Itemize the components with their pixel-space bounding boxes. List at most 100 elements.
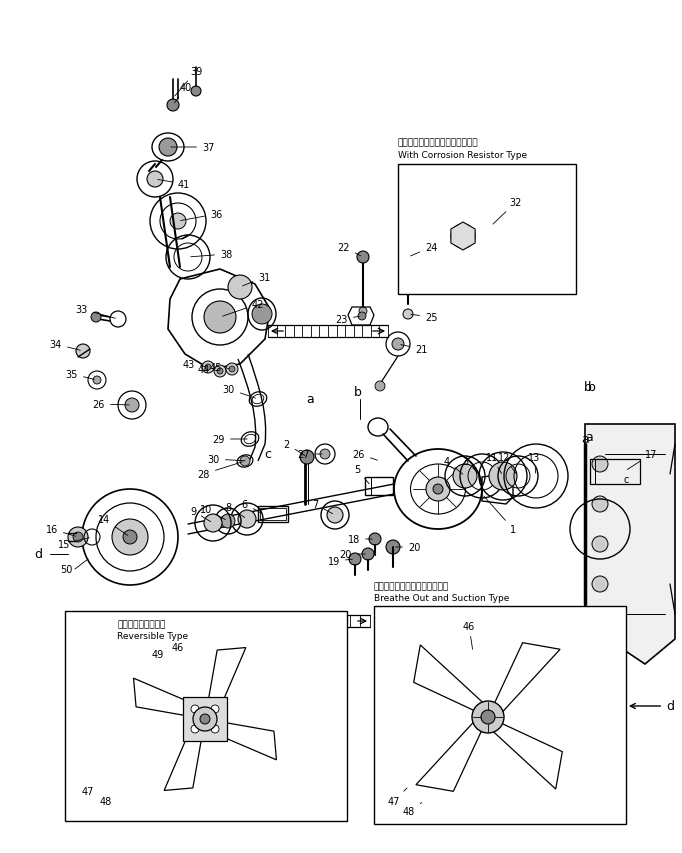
Circle shape <box>489 462 517 490</box>
Text: 38: 38 <box>191 250 233 259</box>
Text: 42: 42 <box>222 299 265 316</box>
Circle shape <box>147 171 163 188</box>
Text: c: c <box>623 474 629 485</box>
Text: 35: 35 <box>65 369 94 380</box>
Text: 43: 43 <box>183 360 205 369</box>
Circle shape <box>191 87 201 97</box>
Text: c: c <box>265 448 271 461</box>
Circle shape <box>362 548 374 560</box>
Text: 48: 48 <box>403 803 421 816</box>
Circle shape <box>327 508 343 524</box>
Text: 13: 13 <box>528 452 540 473</box>
Text: 20: 20 <box>396 543 420 553</box>
Circle shape <box>472 701 504 733</box>
Text: With Corrosion Resistor Type: With Corrosion Resistor Type <box>398 151 527 160</box>
Circle shape <box>204 302 236 334</box>
Circle shape <box>252 305 272 325</box>
Circle shape <box>170 214 186 229</box>
Circle shape <box>68 527 88 548</box>
Circle shape <box>451 224 475 249</box>
Circle shape <box>73 532 83 543</box>
Text: 41: 41 <box>158 180 190 189</box>
Text: 18: 18 <box>348 534 372 544</box>
Text: 15: 15 <box>57 538 89 549</box>
Circle shape <box>211 725 219 733</box>
Text: 10: 10 <box>200 504 226 520</box>
Text: a: a <box>306 393 314 406</box>
Circle shape <box>91 313 101 322</box>
Circle shape <box>76 345 90 358</box>
Text: 45: 45 <box>209 363 229 373</box>
Circle shape <box>125 398 139 413</box>
Text: リバーシブルタイプ: リバーシブルタイプ <box>117 619 165 629</box>
Text: 4: 4 <box>444 456 463 474</box>
Text: d: d <box>630 699 674 712</box>
Text: 29: 29 <box>213 434 247 444</box>
Text: 3: 3 <box>462 456 480 474</box>
Text: 25: 25 <box>411 313 437 322</box>
Bar <box>260 508 286 520</box>
Circle shape <box>211 705 219 713</box>
Text: 21: 21 <box>401 345 428 355</box>
Text: 46: 46 <box>463 621 475 649</box>
Text: 37: 37 <box>170 142 214 153</box>
Text: 27: 27 <box>297 450 322 460</box>
Text: 2: 2 <box>284 439 305 456</box>
Text: 6: 6 <box>242 499 261 513</box>
Text: 9: 9 <box>190 507 211 522</box>
Text: b: b <box>584 381 592 394</box>
Circle shape <box>359 308 367 316</box>
Text: 47: 47 <box>388 788 407 806</box>
Circle shape <box>238 510 256 528</box>
Text: Breathe Out and Suction Type: Breathe Out and Suction Type <box>374 594 509 602</box>
Circle shape <box>592 577 608 592</box>
Circle shape <box>191 705 199 713</box>
Circle shape <box>300 450 314 464</box>
Text: 16: 16 <box>46 525 75 537</box>
Circle shape <box>217 368 223 374</box>
Polygon shape <box>585 425 675 664</box>
Text: 44: 44 <box>198 364 218 374</box>
Bar <box>590 460 640 485</box>
Circle shape <box>221 514 235 528</box>
Circle shape <box>369 533 381 545</box>
Text: 31: 31 <box>243 273 270 287</box>
Text: 46: 46 <box>172 642 184 653</box>
Circle shape <box>481 711 495 724</box>
Circle shape <box>592 456 608 473</box>
Circle shape <box>349 554 361 566</box>
Circle shape <box>403 310 413 320</box>
Circle shape <box>592 537 608 553</box>
Text: 36: 36 <box>181 210 222 221</box>
Circle shape <box>106 783 118 795</box>
Circle shape <box>229 367 235 373</box>
Bar <box>183 697 227 741</box>
Text: 17: 17 <box>627 450 657 470</box>
Text: 30: 30 <box>223 385 255 398</box>
Text: 19: 19 <box>328 556 352 566</box>
Bar <box>258 507 288 522</box>
Text: a: a <box>581 433 589 446</box>
Circle shape <box>204 514 222 532</box>
Circle shape <box>453 464 477 489</box>
Circle shape <box>386 540 400 554</box>
Circle shape <box>426 478 450 502</box>
Text: コロージョンレジスタ付きタイプ: コロージョンレジスタ付きタイプ <box>398 138 479 147</box>
Circle shape <box>139 656 151 668</box>
Text: 33: 33 <box>76 305 115 319</box>
Circle shape <box>193 707 217 731</box>
Circle shape <box>375 381 385 392</box>
Circle shape <box>159 139 177 157</box>
Text: 1: 1 <box>484 496 516 534</box>
Text: 34: 34 <box>50 339 80 351</box>
Text: 39: 39 <box>175 67 202 96</box>
Text: 50: 50 <box>60 565 72 574</box>
Text: 5: 5 <box>354 464 369 485</box>
Circle shape <box>392 339 404 351</box>
Circle shape <box>433 485 443 495</box>
Text: 24: 24 <box>411 243 437 257</box>
Text: b: b <box>588 381 596 394</box>
Text: 12: 12 <box>498 452 516 474</box>
Text: 吹き出しおよび吸い込みタイプ: 吹き出しおよび吸い込みタイプ <box>374 581 449 590</box>
Text: 30: 30 <box>208 455 246 464</box>
